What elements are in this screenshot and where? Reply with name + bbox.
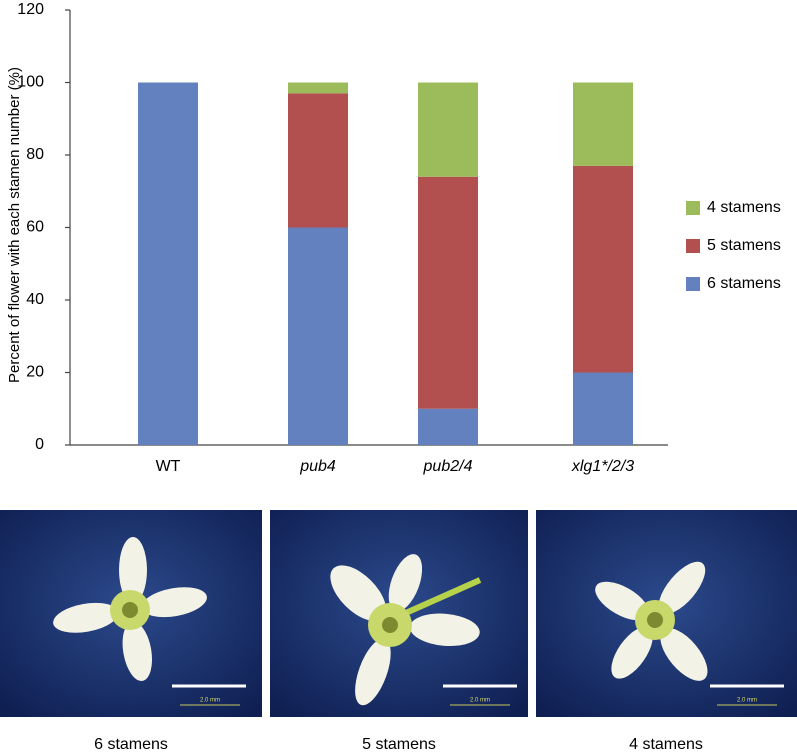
- legend-label: 5 stamens: [707, 237, 781, 254]
- bar-segment: [288, 227, 348, 445]
- bar-segment: [573, 372, 633, 445]
- bar-segment: [138, 82, 198, 445]
- x-tick-label: pub2/4: [423, 458, 473, 475]
- scale-label: 2.0 mm: [737, 698, 757, 704]
- y-tick-label: 80: [26, 146, 44, 163]
- bar-segment: [573, 82, 633, 166]
- y-tick-label: 60: [26, 219, 44, 236]
- y-tick-label: 120: [17, 1, 44, 18]
- bar-segment: [288, 93, 348, 228]
- x-tick-label: xlg1*/2/3: [571, 458, 634, 475]
- legend-swatch: [686, 201, 700, 215]
- photo: [270, 510, 528, 717]
- x-tick-label: pub4: [299, 458, 336, 475]
- y-tick-label: 20: [26, 364, 44, 381]
- legend-label: 4 stamens: [707, 199, 781, 216]
- y-axis-label: Percent of flower with each stamen numbe…: [6, 67, 23, 383]
- photo-caption: 6 stamens: [94, 736, 168, 753]
- scale-label: 2.0 mm: [200, 698, 220, 704]
- bar-segment: [418, 176, 478, 409]
- bar-segment: [573, 165, 633, 373]
- photo: [536, 510, 797, 717]
- bar-segment: [418, 408, 478, 445]
- y-tick-label: 100: [17, 74, 44, 91]
- legend-swatch: [686, 277, 700, 291]
- y-tick-label: 40: [26, 291, 44, 308]
- photo: [0, 510, 262, 717]
- bar-segment: [288, 82, 348, 94]
- legend-label: 6 stamens: [707, 275, 781, 292]
- scale-label: 2.0 mm: [470, 698, 490, 704]
- y-tick-label: 0: [35, 436, 44, 453]
- x-tick-label: WT: [156, 458, 181, 475]
- photo-caption: 5 stamens: [362, 736, 436, 753]
- photo-caption: 4 stamens: [629, 736, 703, 753]
- bar-segment: [418, 82, 478, 177]
- legend-swatch: [686, 239, 700, 253]
